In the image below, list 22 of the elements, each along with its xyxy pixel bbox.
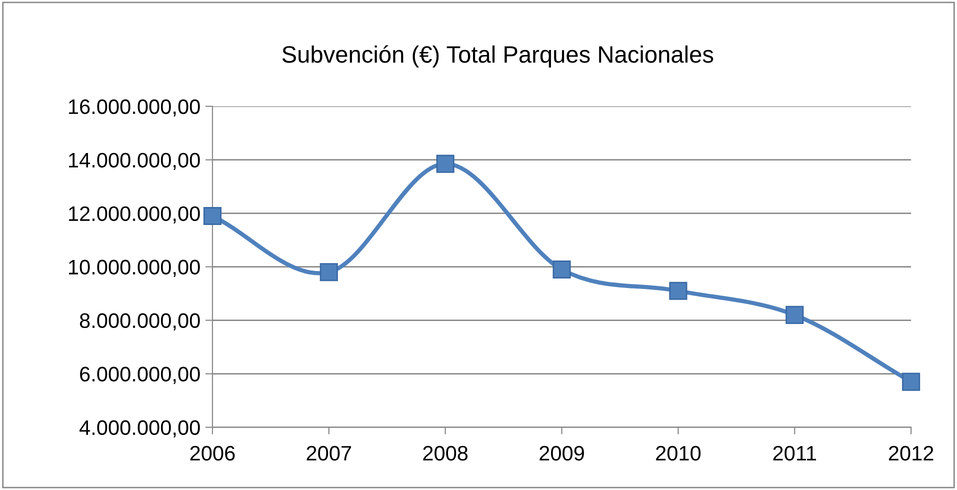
chart-title: Subvención (€) Total Parques Nacionales (282, 45, 714, 68)
point (320, 263, 338, 282)
y-tick-label: 16.000.000,00 (69, 99, 200, 117)
point (552, 260, 571, 279)
y-tick-label: 4.000.000,00 (79, 420, 200, 438)
x-tick-label: 2010 (656, 446, 701, 461)
x-tick-label: 2006 (190, 446, 235, 461)
point (436, 154, 454, 173)
point (669, 282, 688, 300)
x-tick-label: 2012 (888, 446, 934, 461)
point (203, 206, 222, 226)
x-tick-label: 2009 (540, 446, 584, 461)
x-tick-label: 2007 (306, 446, 352, 461)
y-tick-label: 14.000.000,00 (69, 152, 200, 170)
y-tick-label: 12.000.000,00 (69, 206, 200, 224)
x-tick-label: 2011 (773, 446, 816, 461)
point (786, 306, 804, 324)
x-tick-label: 2008 (423, 446, 468, 461)
y-tick-label: 10.000.000,00 (69, 260, 200, 278)
y-tick-label: 6.000.000,00 (80, 366, 200, 384)
y-tick-label: 8.000.000,00 (80, 313, 200, 331)
point (902, 372, 920, 391)
